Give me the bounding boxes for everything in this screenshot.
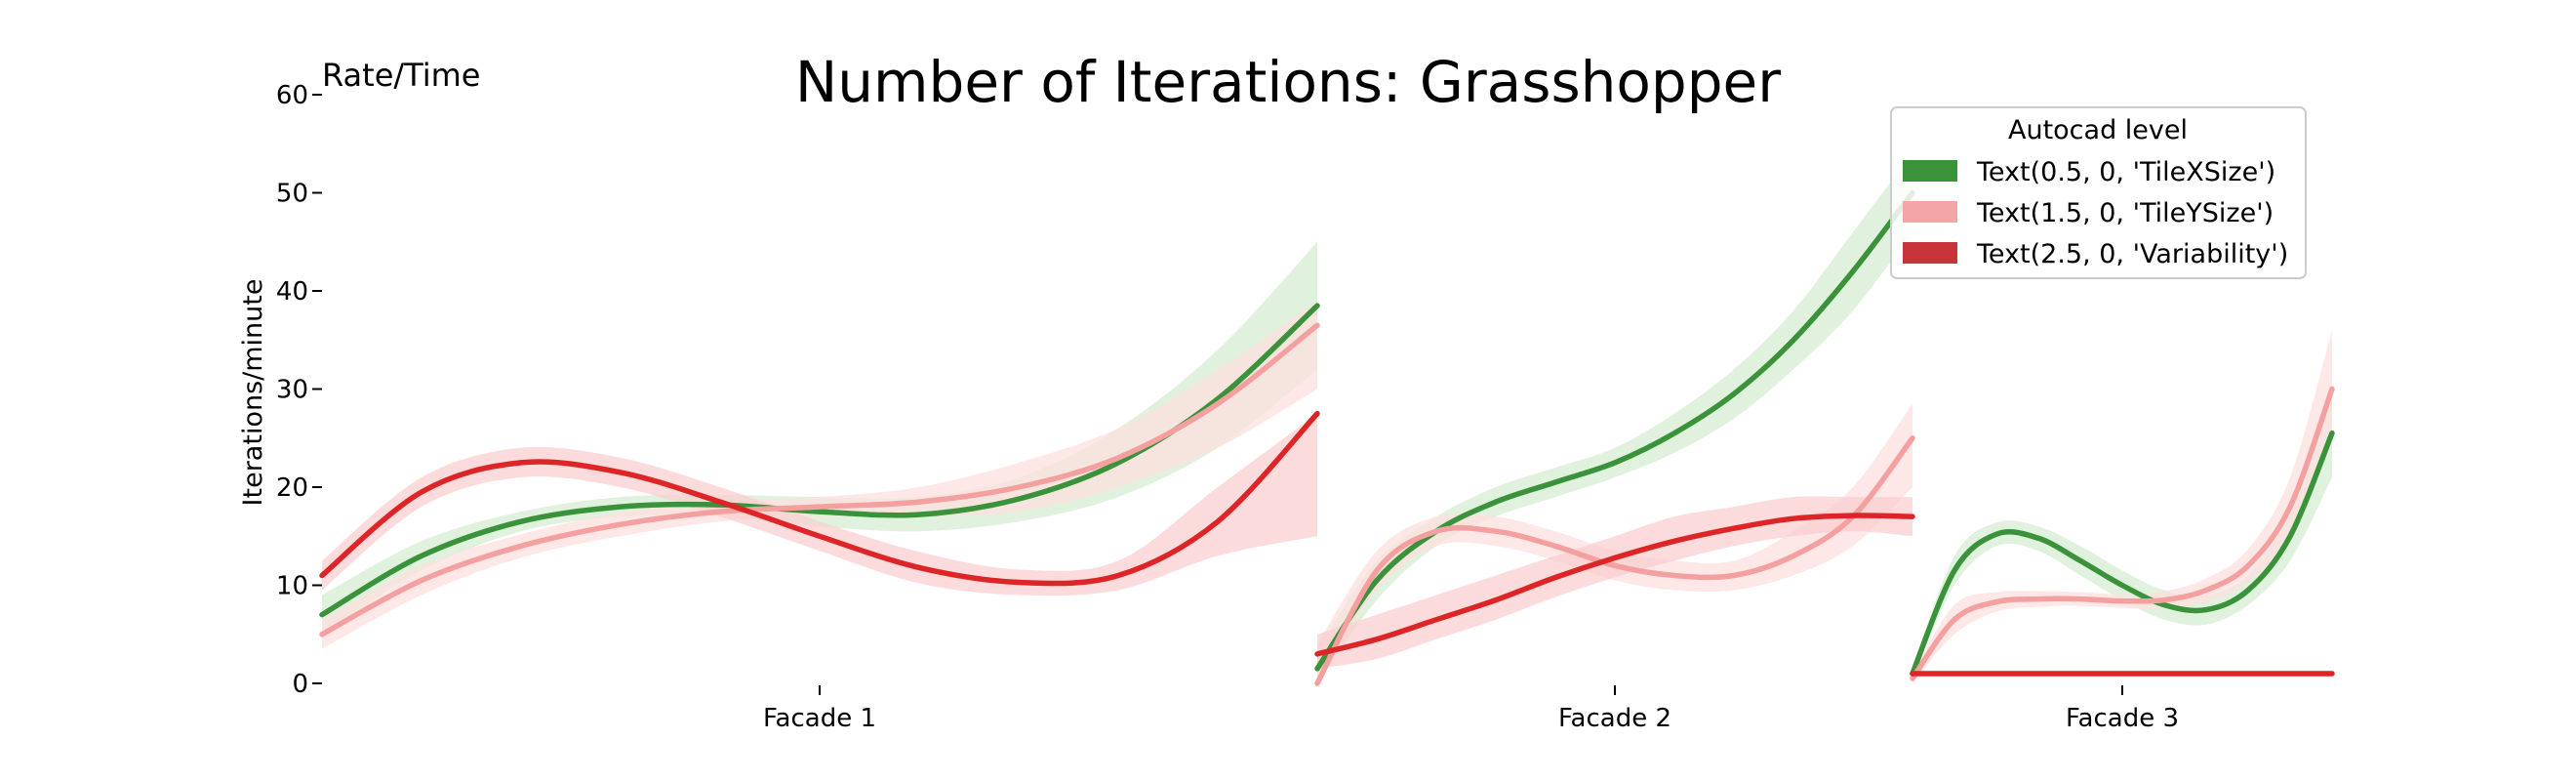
line-facade-3-tilexsize [1910,430,2335,677]
line-facade-2-tilexsize [1314,189,1915,672]
confidence-bands [322,153,2332,684]
legend-swatch-tilexsize [1903,160,1957,182]
line-facade-3-tileysize [1910,386,2335,681]
line-facade-1-tileysize [319,322,1320,637]
band-facade-2-variability [1317,496,1912,669]
y-axis: 0 10 20 30 40 50 60 [276,81,322,699]
legend-swatch-tileysize [1903,201,1957,223]
y-axis-label: Iterations/minute [238,279,268,507]
y-tick-label-40: 40 [276,277,308,307]
band-facade-1-tileysize [322,301,1317,649]
y-tick-label-0: 0 [292,670,308,699]
x-tick-label-facade-2: Facade 2 [1558,704,1671,733]
series-lines [319,189,2335,686]
line-facade-2-tileysize [1314,435,1915,686]
line-facade-1-variability [319,410,1320,587]
corner-label: Rate/Time [322,57,480,94]
band-facade-3-tilexsize [1912,398,2332,678]
y-tick-label-20: 20 [276,473,308,503]
line-facade-2-variability [1314,513,1915,657]
legend-frame [1890,106,2307,279]
band-facade-2-tileysize [1317,403,1912,683]
legend-swatch-variability [1903,242,1957,264]
legend-label-tilexsize: Text(0.5, 0, 'TileXSize') [1976,157,2275,187]
chart-title: Number of Iterations: Grasshopper [795,49,1781,115]
y-tick-label-30: 30 [276,376,308,405]
band-facade-1-variability [322,413,1317,596]
band-facade-2-tilexsize [1317,153,1912,684]
x-tick-label-facade-1: Facade 1 [763,704,876,733]
x-axis: Facade 1 Facade 2 Facade 3 [763,685,2179,733]
legend-label-variability: Text(2.5, 0, 'Variability') [1976,239,2288,269]
y-tick-label-60: 60 [276,81,308,110]
legend-label-tileysize: Text(1.5, 0, 'TileYSize') [1976,198,2274,228]
band-facade-3-tileysize [1912,330,2332,683]
x-tick-label-facade-3: Facade 3 [2066,704,2179,733]
y-tick-label-50: 50 [276,180,308,209]
legend: Autocad level Text(0.5, 0, 'TileXSize') … [1890,106,2307,279]
legend-title: Autocad level [2008,115,2188,145]
y-tick-label-10: 10 [276,572,308,601]
